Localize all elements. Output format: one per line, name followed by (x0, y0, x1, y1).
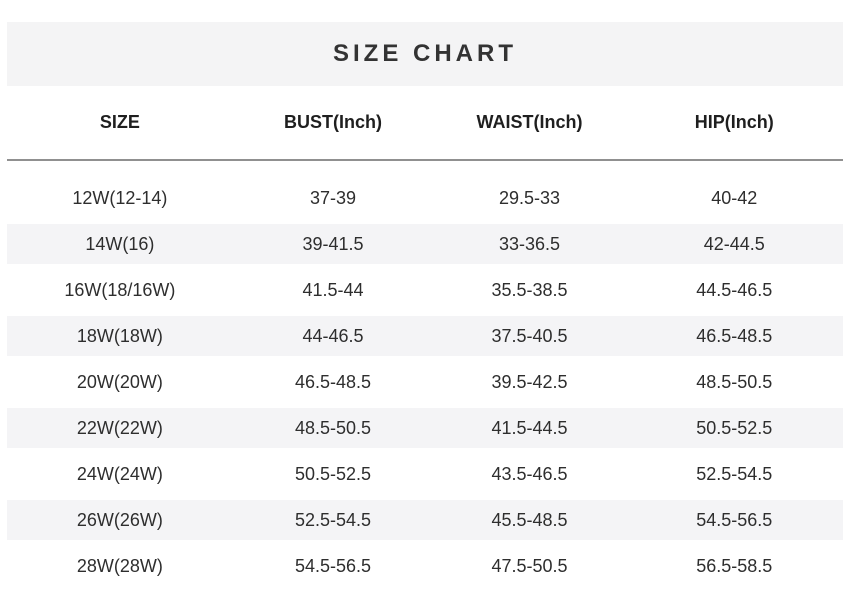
column-header-hip: HIP(Inch) (694, 112, 774, 132)
table-row: 22W(22W) 48.5-50.5 41.5-44.5 50.5-52.5 (7, 405, 843, 451)
size-cell: 22W(22W) (76, 417, 163, 438)
page-title: SIZE CHART (333, 40, 517, 67)
hip-cell: 46.5-48.5 (696, 325, 773, 346)
table-row: 14W(16) 39-41.5 33-36.5 42-44.5 (7, 221, 843, 267)
waist-cell: 45.5-48.5 (491, 509, 568, 530)
hip-cell: 56.5-58.5 (696, 555, 773, 576)
column-header-bust: BUST(Inch) (284, 112, 383, 132)
hip-cell: 44.5-46.5 (696, 279, 773, 300)
hip-cell: 48.5-50.5 (696, 371, 773, 392)
bust-cell: 41.5-44 (302, 279, 364, 300)
waist-cell: 35.5-38.5 (491, 279, 568, 300)
bust-cell: 37-39 (310, 187, 357, 208)
bust-cell: 50.5-52.5 (295, 463, 372, 484)
bust-cell: 52.5-54.5 (295, 509, 372, 530)
size-cell: 24W(24W) (76, 463, 163, 484)
hip-cell: 42-44.5 (703, 233, 765, 254)
bust-cell: 48.5-50.5 (295, 417, 372, 438)
table-row: 28W(28W) 54.5-56.5 47.5-50.5 56.5-58.5 (7, 543, 843, 589)
table-body: 12W(12-14) 37-39 29.5-33 40-42 14W(16) 3… (7, 161, 843, 589)
column-header-size: SIZE (99, 112, 140, 132)
waist-cell: 29.5-33 (498, 187, 560, 208)
size-cell: 18W(18W) (76, 325, 163, 346)
waist-cell: 39.5-42.5 (491, 371, 568, 392)
hip-cell: 52.5-54.5 (696, 463, 773, 484)
waist-cell: 47.5-50.5 (491, 555, 568, 576)
size-cell: 16W(18/16W) (64, 279, 176, 300)
size-cell: 12W(12-14) (72, 187, 168, 208)
size-cell: 26W(26W) (76, 509, 163, 530)
table-row: 20W(20W) 46.5-48.5 39.5-42.5 48.5-50.5 (7, 359, 843, 405)
table-row: 16W(18/16W) 41.5-44 35.5-38.5 44.5-46.5 (7, 267, 843, 313)
table-row: 26W(26W) 52.5-54.5 45.5-48.5 54.5-56.5 (7, 497, 843, 543)
bust-cell: 39-41.5 (302, 233, 364, 254)
hip-cell: 40-42 (711, 187, 758, 208)
waist-cell: 41.5-44.5 (491, 417, 568, 438)
table-row: 12W(12-14) 37-39 29.5-33 40-42 (7, 175, 843, 221)
size-chart-table: SIZE BUST(Inch) WAIST(Inch) HIP(Inch) 12… (7, 86, 843, 589)
size-cell: 20W(20W) (76, 371, 163, 392)
size-cell: 28W(28W) (76, 555, 163, 576)
hip-cell: 50.5-52.5 (696, 417, 773, 438)
header-divider (7, 159, 843, 161)
table-header-row: SIZE BUST(Inch) WAIST(Inch) HIP(Inch) (7, 86, 843, 159)
size-cell: 14W(16) (85, 233, 155, 254)
hip-cell: 54.5-56.5 (696, 509, 773, 530)
column-header-waist: WAIST(Inch) (476, 112, 583, 132)
table-row: 24W(24W) 50.5-52.5 43.5-46.5 52.5-54.5 (7, 451, 843, 497)
bust-cell: 54.5-56.5 (295, 555, 372, 576)
waist-cell: 37.5-40.5 (491, 325, 568, 346)
waist-cell: 43.5-46.5 (491, 463, 568, 484)
waist-cell: 33-36.5 (498, 233, 560, 254)
size-chart-container: SIZE CHART SIZE BUST(Inch) WAIST(Inch) H… (7, 22, 843, 589)
bust-cell: 44-46.5 (302, 325, 364, 346)
table-row: 18W(18W) 44-46.5 37.5-40.5 46.5-48.5 (7, 313, 843, 359)
size-chart-title-band: SIZE CHART (7, 22, 843, 86)
bust-cell: 46.5-48.5 (295, 371, 372, 392)
